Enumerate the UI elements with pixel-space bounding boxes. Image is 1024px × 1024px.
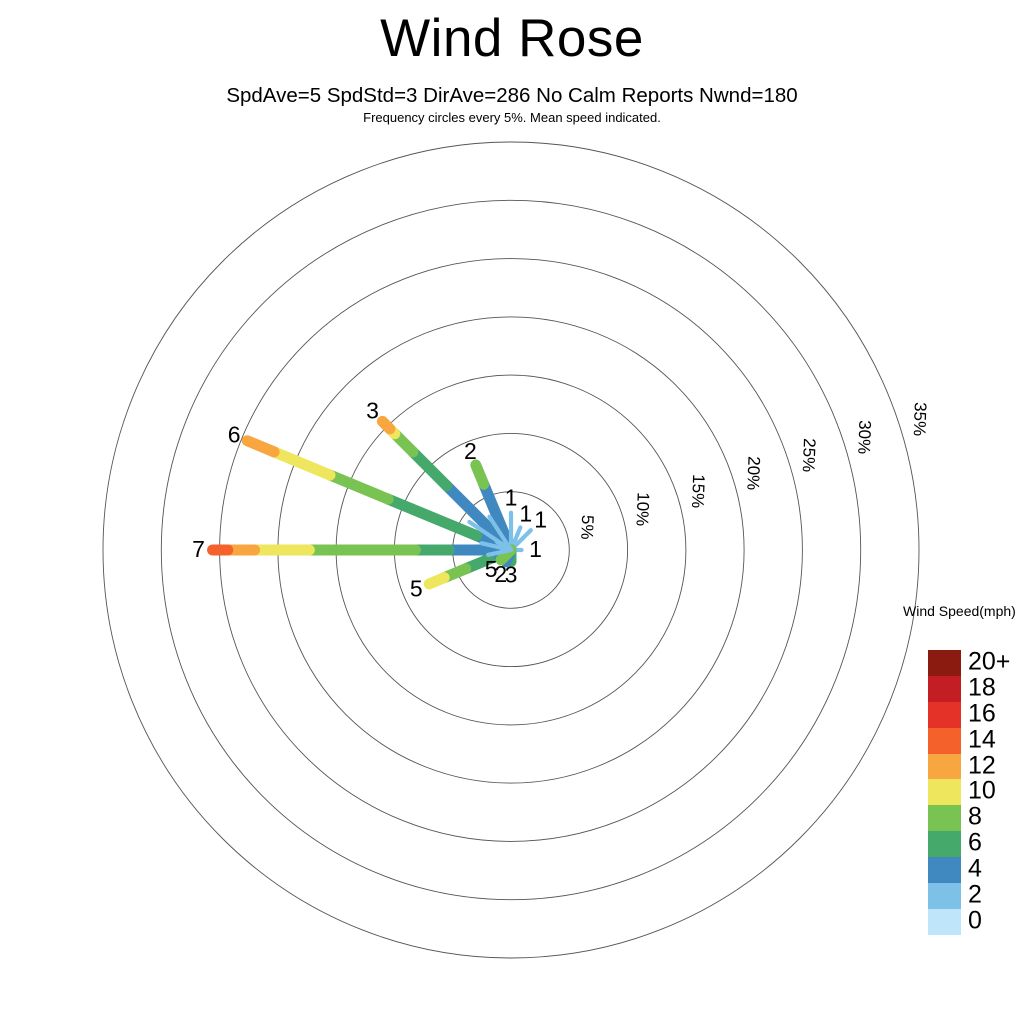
legend-swatch: 14 <box>928 726 996 754</box>
petal-mean-speed-label: 3 <box>505 562 518 588</box>
frequency-note: Frequency circles every 5%. Mean speed i… <box>363 110 661 125</box>
ring-label: 35% <box>910 402 930 437</box>
legend-swatch-label: 14 <box>968 724 996 753</box>
petal-segment <box>382 493 483 542</box>
ring-label: 10% <box>633 492 653 527</box>
petal-mean-speed-label: 7 <box>192 536 205 562</box>
petal-mean-speed-label: 1 <box>534 506 547 532</box>
petal-segment <box>467 519 514 553</box>
legend-swatch: 8 <box>928 804 982 832</box>
petal-mean-speed-label: 5 <box>410 575 423 601</box>
ring-label: 20% <box>743 456 763 491</box>
petal-segment <box>241 435 280 458</box>
legend-swatch: 20+ <box>928 649 1010 676</box>
legend-swatch-label: 10 <box>968 776 996 805</box>
legend-swatch: 18 <box>928 675 996 702</box>
petal-mean-speed-label: 5 <box>485 556 498 582</box>
petal-mean-speed-label: 2 <box>464 438 477 464</box>
legend-swatch: 0 <box>928 908 982 935</box>
legend-swatch-label: 6 <box>968 828 982 857</box>
legend-swatch-label: 16 <box>968 698 996 727</box>
petal-segment <box>324 469 394 505</box>
legend-swatch: 16 <box>928 700 996 728</box>
frequency-ring <box>102 141 920 959</box>
petal-segment <box>441 480 517 556</box>
petal-segment <box>487 514 514 553</box>
legend-swatch-label: 4 <box>968 854 982 883</box>
ring-label: 15% <box>688 474 708 509</box>
legend-swatch-label: 18 <box>968 673 996 702</box>
legend-swatch-label: 20+ <box>968 647 1011 676</box>
wind-speed-legend: 20+ 18 16 14 12 10 8 6 4 2 0 <box>928 649 1010 935</box>
legend-swatch: 2 <box>928 882 982 909</box>
summary-stats: SpdAve=5 SpdStd=3 DirAve=286 No Calm Rep… <box>226 84 798 107</box>
legend-swatch: 12 <box>928 752 996 780</box>
petal-mean-speed-label: 6 <box>228 421 241 447</box>
petal-segment <box>486 547 514 557</box>
ring-labels: 5% 10% 15% 20% 25% 30% 35% <box>577 402 930 540</box>
petal-segment <box>478 478 517 556</box>
ring-label: 25% <box>799 438 819 473</box>
ring-label: 30% <box>854 420 874 455</box>
legend-title: Wind Speed(mph) <box>903 603 1016 619</box>
petal-segment <box>470 459 490 490</box>
petal-mean-speed-label: 1 <box>529 536 542 562</box>
petal-mean-speed-label: 1 <box>505 485 518 511</box>
legend-swatch: 6 <box>928 830 982 858</box>
petal-segment <box>407 446 453 492</box>
legend-swatch-label: 0 <box>968 906 982 935</box>
petal-segment <box>268 446 336 481</box>
petal-segment <box>423 572 450 590</box>
frequency-ring <box>160 199 862 901</box>
wind-petals <box>207 415 533 590</box>
page-title: Wind Rose <box>380 9 644 68</box>
ring-label: 5% <box>577 515 597 540</box>
legend-swatch-label: 2 <box>968 880 982 909</box>
petal-mean-speed-label: 2 <box>494 561 507 587</box>
legend-swatch: 10 <box>928 778 996 806</box>
petal-segment <box>376 415 396 435</box>
petal-mean-speed-label: 1 <box>519 500 532 526</box>
legend-swatch: 4 <box>928 856 982 884</box>
legend-swatch-label: 12 <box>968 750 996 779</box>
petal-mean-speed-label: 3 <box>366 398 379 424</box>
legend-swatch-label: 8 <box>968 802 982 831</box>
